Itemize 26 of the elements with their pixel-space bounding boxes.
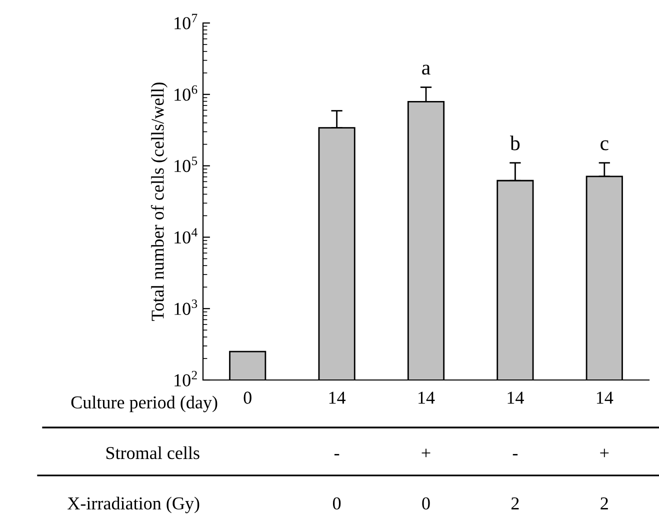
x-tick-label: 14 — [508, 392, 524, 404]
text: + — [422, 448, 430, 458]
text: 0 — [422, 497, 430, 510]
x-tick-label: 14 — [329, 392, 346, 404]
y-axis-title: Total number of cells (cells/well) — [150, 82, 168, 321]
text: - — [334, 454, 340, 456]
y-tick-label: 10$^{2}$ — [174, 370, 197, 386]
annotation: b — [510, 136, 520, 150]
y-tick-label: 10$^{6}$ — [174, 85, 198, 101]
x-tick-label: 14 — [596, 392, 614, 404]
x-tick-label: 14 — [418, 392, 435, 404]
text: + — [600, 448, 609, 458]
text: - — [512, 454, 518, 456]
x-axis-title: Culture period (day) — [71, 396, 218, 412]
text: 2 — [600, 497, 608, 510]
text: Stromal cells — [106, 446, 200, 460]
text: 2 — [511, 497, 519, 510]
y-tick-label: 10$^{4}$ — [174, 228, 198, 244]
y-tick-label: 10$^{5}$ — [174, 156, 198, 172]
annotation: c — [600, 140, 608, 150]
text: X-irradiation (Gy) — [68, 496, 200, 514]
text: 0 — [332, 497, 341, 510]
y-tick-label: 10$^{7}$ — [174, 14, 198, 30]
annotation: a — [422, 64, 430, 75]
y-tick-label: 10$^{3}$ — [174, 300, 198, 315]
x-tick-label: 0 — [244, 392, 252, 404]
